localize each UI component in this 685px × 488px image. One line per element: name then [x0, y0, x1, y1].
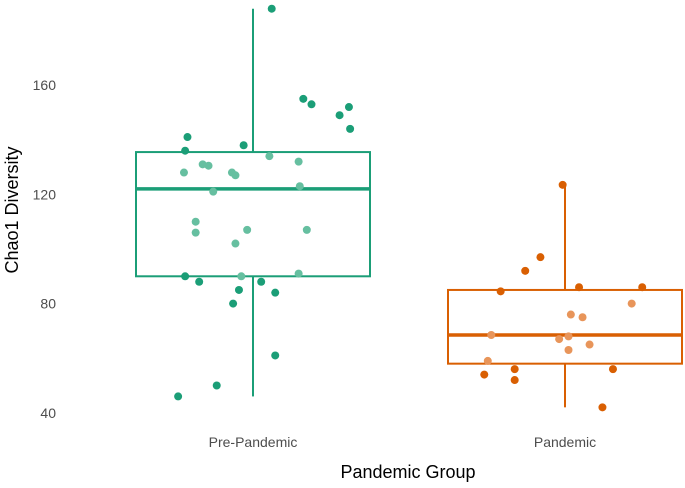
data-point [598, 403, 607, 412]
x-axis: Pre-Pandemic Pandemic [209, 434, 596, 450]
data-point [265, 152, 274, 161]
data-point [191, 217, 200, 226]
data-point [295, 182, 304, 191]
data-point [239, 141, 248, 150]
data-point [555, 335, 564, 344]
data-point [257, 277, 266, 286]
y-tick-label: 40 [40, 405, 56, 421]
data-point [299, 94, 308, 103]
data-point [344, 103, 353, 112]
y-axis: 40 80 120 160 [33, 77, 57, 421]
data-point [212, 381, 221, 390]
y-tick-label: 80 [40, 296, 56, 312]
data-point [181, 146, 190, 155]
data-point [294, 157, 303, 166]
data-point [271, 351, 280, 360]
data-point [335, 111, 344, 120]
data-point [181, 272, 190, 281]
data-point [307, 100, 316, 109]
data-point [480, 370, 489, 379]
data-point [195, 277, 204, 286]
data-point [575, 283, 584, 292]
data-point [558, 180, 567, 189]
y-tick-label: 160 [33, 77, 57, 93]
box-iqr [447, 288, 683, 365]
y-axis-title: Chao1 Diversity [2, 146, 22, 273]
data-point [510, 376, 519, 385]
points-layer [174, 4, 647, 412]
x-tick-label: Pandemic [534, 434, 596, 450]
data-point [578, 313, 587, 322]
data-point [231, 239, 240, 248]
y-tick-label: 120 [33, 186, 57, 202]
data-point [209, 187, 218, 196]
data-point [179, 168, 188, 177]
data-point [231, 171, 240, 180]
data-point [294, 269, 303, 278]
data-point [483, 356, 492, 365]
data-point [487, 330, 496, 339]
data-point [566, 310, 575, 319]
data-point [585, 340, 594, 349]
data-point [204, 161, 213, 170]
data-point [536, 253, 545, 262]
data-point [183, 133, 192, 142]
data-point [346, 124, 355, 133]
data-point [521, 266, 530, 275]
x-tick-label: Pre-Pandemic [209, 434, 298, 450]
data-point [302, 225, 311, 234]
data-point [237, 272, 246, 281]
data-point [234, 285, 243, 294]
box-pre-pandemic [135, 8, 371, 397]
data-point [510, 365, 519, 374]
data-point [564, 332, 573, 341]
box-iqr [135, 151, 371, 278]
data-point [229, 299, 238, 308]
data-point [638, 283, 647, 292]
boxes-layer [135, 8, 683, 408]
data-point [267, 4, 276, 13]
data-point [627, 299, 636, 308]
data-point [174, 392, 183, 401]
data-point [608, 365, 617, 374]
data-point [564, 346, 573, 355]
data-point [271, 288, 280, 297]
data-point [496, 287, 505, 296]
x-axis-title: Pandemic Group [340, 462, 475, 482]
data-point [191, 228, 200, 237]
data-point [243, 225, 252, 234]
